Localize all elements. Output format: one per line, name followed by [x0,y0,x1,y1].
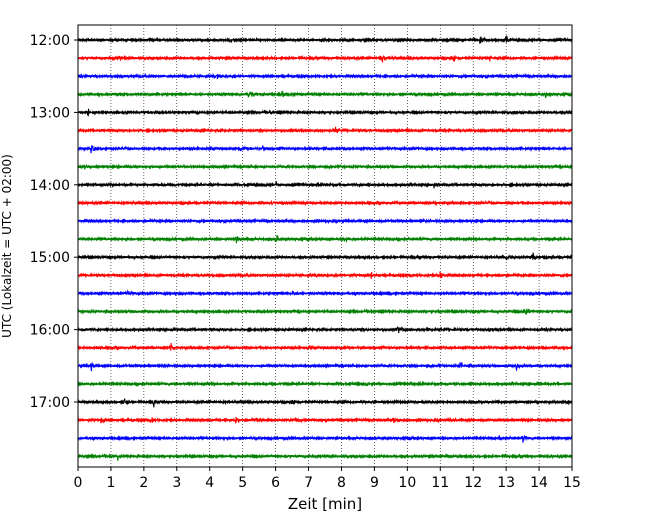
y-axis: 12:00 13:00 14:00 15:00 16:00 17:00 [30,33,78,411]
trace-15:15 [77,271,573,280]
x-tick-label: 12 [464,475,482,491]
x-tick-label: 5 [238,475,247,491]
trace-14:45 [77,235,573,244]
trace-15:00 [77,252,573,261]
trace-17:30 [77,434,573,443]
x-axis: 0 1 2 3 4 5 6 7 8 9 10 11 12 13 14 15 [74,467,581,491]
y-axis-label: UTC (Lokalzeit = UTC + 02:00) [0,154,14,338]
x-tick-label: 1 [106,475,115,491]
trace-13:30 [77,145,573,154]
trace-13:45 [77,163,573,170]
trace-group [77,35,573,461]
trace-17:45 [77,452,573,461]
x-tick-label: 10 [398,475,416,491]
y-tick-label: 15:00 [30,250,70,266]
trace-13:15 [77,126,573,134]
x-tick-label: 9 [370,475,379,491]
trace-15:45 [77,308,573,315]
x-tick-label: 3 [172,475,181,491]
trace-14:00 [77,180,573,189]
trace-14:15 [77,199,573,207]
y-tick-label: 14:00 [30,178,70,194]
x-tick-label: 8 [337,475,346,491]
x-tick-label: 0 [74,475,83,491]
trace-12:15 [77,54,573,63]
trace-17:00 [77,398,573,408]
x-tick-label: 4 [205,475,214,491]
trace-12:30 [77,72,573,80]
trace-12:00 [77,35,573,44]
x-tick-label: 15 [563,475,581,491]
y-tick-label: 16:00 [30,323,70,339]
x-tick-label: 7 [304,475,313,491]
trace-16:15 [77,343,573,351]
trace-17:15 [77,416,573,424]
x-tick-label: 13 [497,475,515,491]
plot-frame [77,24,573,468]
x-tick-label: 6 [271,475,280,491]
x-tick-label: 11 [431,475,449,491]
x-tick-label: 14 [530,475,548,491]
x-axis-label: Zeit [min] [288,495,362,513]
trace-16:30 [77,361,573,372]
y-tick-label: 17:00 [30,395,70,411]
trace-12:45 [77,90,573,99]
y-tick-label: 12:00 [30,33,70,49]
trace-16:45 [77,380,573,388]
trace-13:00 [77,108,573,117]
trace-14:30 [77,217,573,225]
trace-15:30 [77,289,573,297]
x-tick-label: 2 [139,475,148,491]
trace-16:00 [77,325,573,333]
y-tick-label: 13:00 [30,105,70,121]
